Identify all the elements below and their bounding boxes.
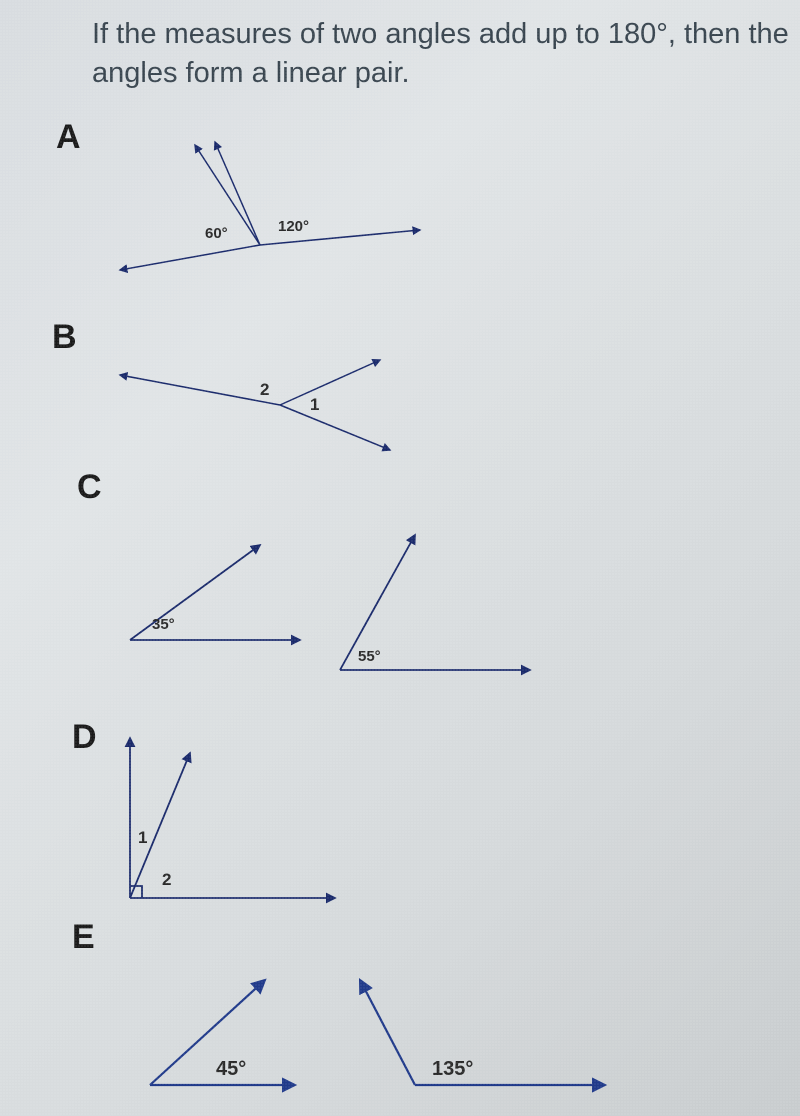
angle-a-120: 120° [278,218,309,235]
option-label-c: C [77,468,102,507]
angle-d-1: 1 [138,828,147,848]
diagram-c [115,500,545,700]
option-label-d: D [72,718,97,757]
diagram-b [100,335,420,465]
option-label-b: B [52,318,77,357]
angle-b-2: 2 [260,380,269,400]
angle-c-35: 35° [152,616,175,633]
diagram-d [105,728,365,918]
angle-d-2: 2 [162,870,171,890]
angle-e-135: 135° [432,1058,473,1081]
option-label-a: A [56,118,81,157]
option-label-e: E [72,918,95,957]
diagram-e [135,960,615,1105]
question-text: If the measures of two angles add up to … [92,15,790,93]
angle-b-1: 1 [310,395,319,415]
diagram-a [100,130,440,300]
angle-e-45: 45° [216,1058,246,1081]
angle-a-60: 60° [205,225,228,242]
angle-c-55: 55° [358,648,381,665]
